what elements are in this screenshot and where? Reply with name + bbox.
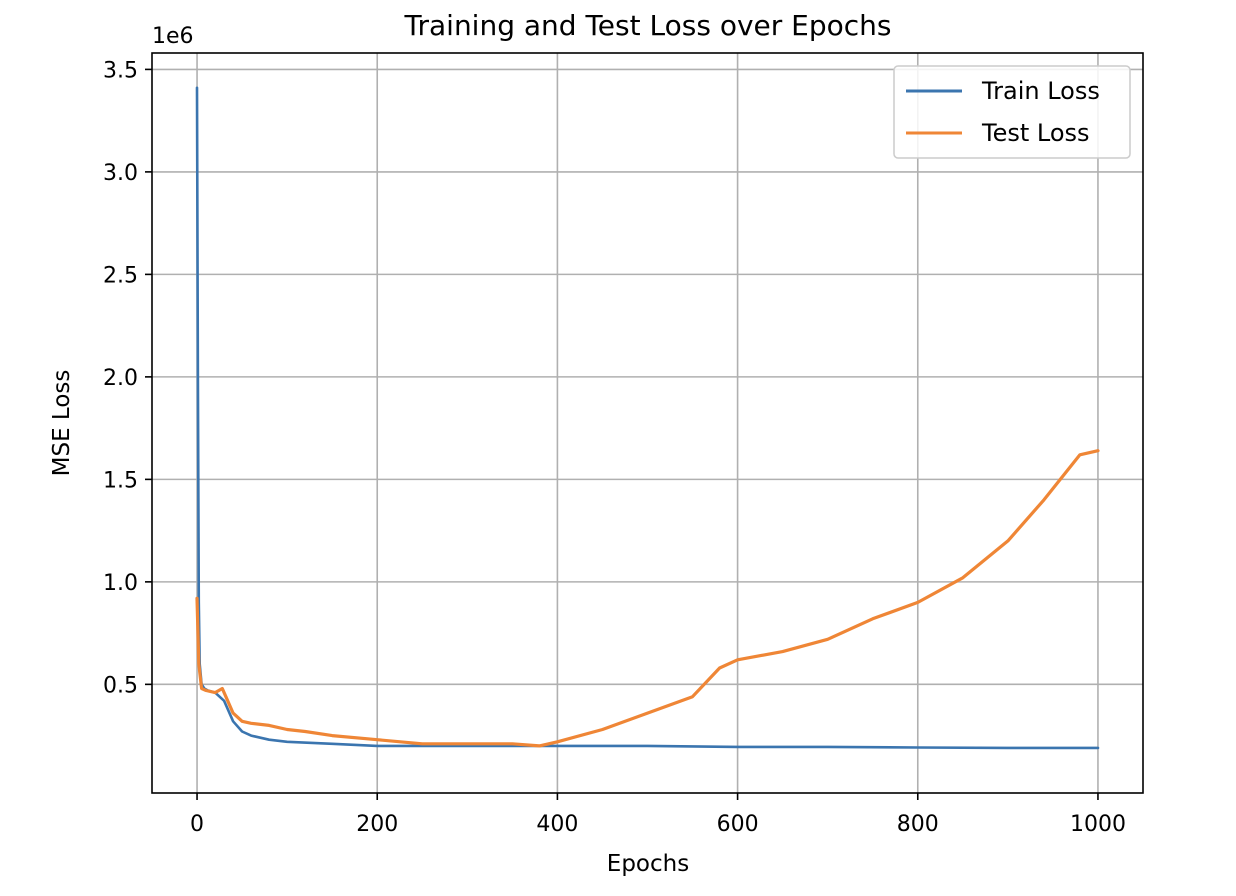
y-tick-label: 0.5 (103, 673, 138, 698)
y-tick-label: 2.5 (103, 263, 138, 288)
legend-box (893, 65, 1131, 159)
x-axis-label: Epochs (607, 851, 689, 877)
plot-frame (151, 52, 1144, 794)
y-axis-label: MSE Loss (49, 370, 75, 477)
x-tick-label: 0 (190, 812, 204, 837)
legend-label: Train Loss (981, 77, 1100, 105)
x-tick-label: 1000 (1070, 812, 1126, 837)
y-tick-label: 1.0 (103, 571, 138, 596)
y-tick-label: 3.5 (103, 58, 138, 83)
y-axis: 0.5 1.0 1.5 2.0 2.5 3.0 3.5 (103, 58, 152, 698)
x-tick-label: 200 (356, 812, 398, 837)
series-layer (195, 86, 1100, 750)
grid (152, 53, 1143, 793)
y-tick-label: 3.0 (103, 161, 138, 186)
legend-label: Test Loss (981, 119, 1090, 147)
y-tick-label: 1.5 (103, 468, 138, 493)
x-axis: 0 200 400 600 800 1000 (190, 793, 1126, 837)
chart-title: Training and Test Loss over Epochs (404, 9, 892, 42)
legend: Train Loss Test Loss (893, 65, 1131, 159)
y-offset-label: 1e6 (152, 24, 194, 49)
x-tick-label: 800 (897, 812, 939, 837)
x-tick-label: 400 (536, 812, 578, 837)
plot-area (195, 86, 1100, 750)
x-tick-label: 600 (717, 812, 759, 837)
series-line-test-loss (195, 449, 1100, 748)
y-tick-label: 2.0 (103, 366, 138, 391)
